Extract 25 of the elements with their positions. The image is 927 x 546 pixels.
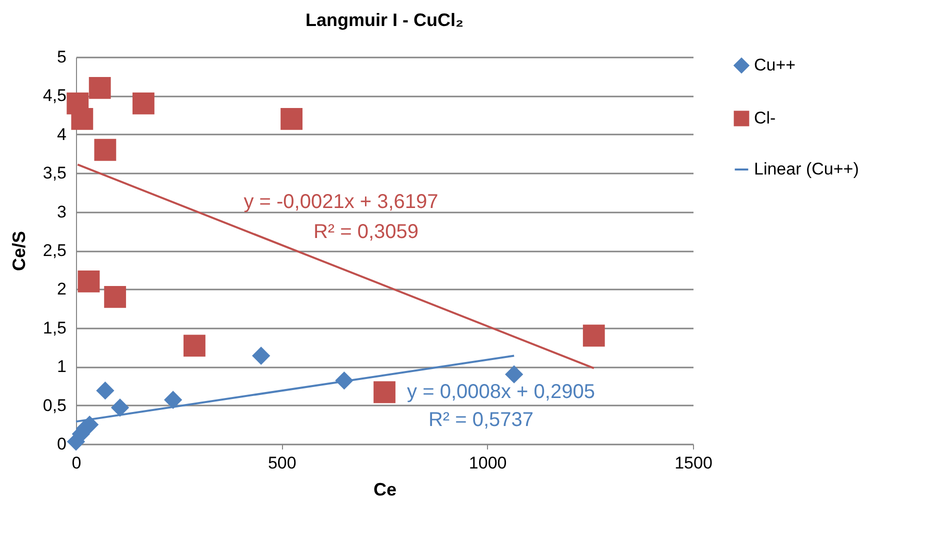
x-tick-label: 0 bbox=[72, 454, 82, 472]
y-tick-label: 0,5 bbox=[42, 396, 66, 415]
x-tick-label: 1000 bbox=[468, 454, 507, 472]
y-axis-title: Ce/S bbox=[8, 230, 29, 272]
legend-label: Linear (Cu++) bbox=[754, 160, 859, 178]
annotation: y = -0,0021x + 3,6197 bbox=[244, 191, 438, 213]
y-tick-label: 5 bbox=[57, 48, 66, 66]
annotation: R² = 0,3059 bbox=[313, 221, 419, 243]
annotation: R² = 0,5737 bbox=[428, 409, 534, 431]
x-tick-label: 1500 bbox=[674, 454, 712, 472]
y-tick-label: 1,5 bbox=[42, 318, 66, 338]
chart-title: Langmuir I - CuCl₂ bbox=[306, 10, 464, 30]
legend-label: Cl- bbox=[754, 108, 776, 128]
y-tick-label: 3,5 bbox=[42, 164, 66, 183]
y-tick-label: 0 bbox=[57, 434, 66, 454]
y-tick-label: 4,5 bbox=[42, 86, 66, 106]
x-tick-label: 500 bbox=[268, 454, 296, 472]
legend-label: Cu++ bbox=[754, 56, 796, 74]
y-tick-label: 1 bbox=[57, 357, 66, 376]
y-tick-label: 2 bbox=[57, 280, 66, 299]
y-tick-label: 4 bbox=[57, 124, 66, 144]
annotation: y = 0,0008x + 0,2905 bbox=[407, 381, 595, 403]
y-tick-label: 3 bbox=[57, 202, 66, 222]
y-tick-label: 2,5 bbox=[42, 241, 66, 260]
x-axis-title: Ce bbox=[373, 480, 397, 500]
